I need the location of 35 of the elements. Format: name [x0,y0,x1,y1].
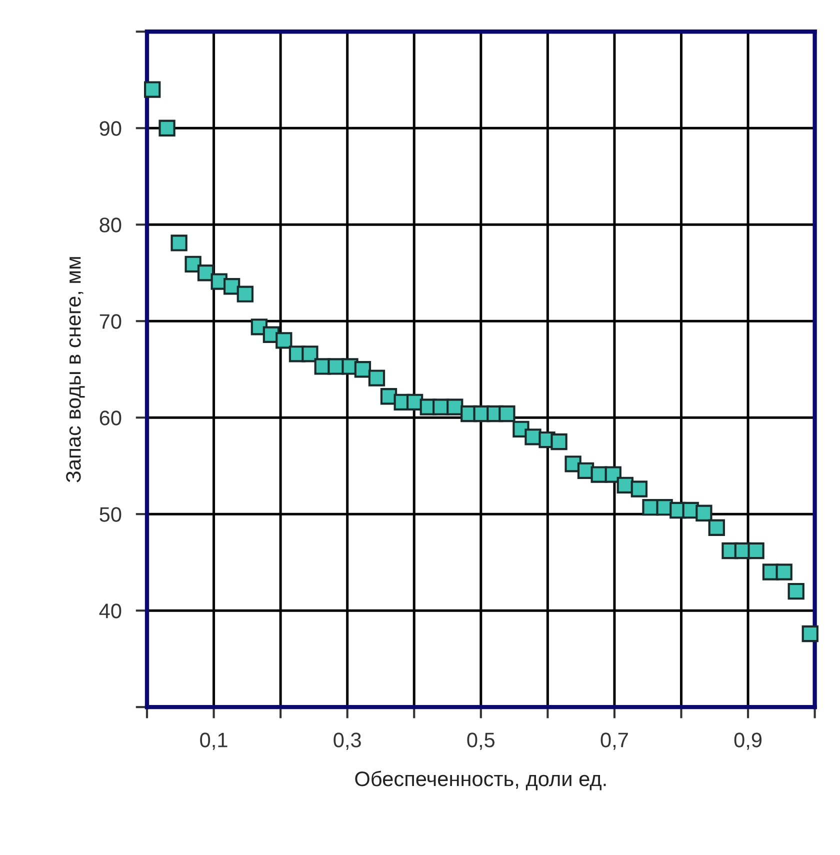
point [236,286,254,302]
point [368,370,386,386]
y-tick-label: 80 [100,218,122,232]
point [170,234,188,252]
x-tick-label: 0,1 [200,732,228,750]
point [630,480,648,498]
x-tick-label: 0,5 [467,732,495,750]
x-tick-label: 0,3 [334,732,361,750]
point [223,278,240,295]
point [776,564,792,580]
point [197,264,214,282]
point [708,519,725,536]
y-axis-title: Запас воды в снеге, мм [66,257,85,482]
point [302,346,318,362]
point [158,120,176,136]
x-tick-label: 0,9 [734,732,762,750]
y-tick-label: 90 [100,121,122,136]
x-tick-label: 0,7 [600,732,628,750]
y-tick-label: 50 [100,507,122,522]
x-axis-title: Обеспеченность, доли ед. [355,770,606,790]
point [354,361,372,378]
point [446,398,464,416]
point [498,405,516,422]
point [550,433,568,450]
point [604,466,622,483]
y-tick-label: 60 [100,410,122,426]
y-tick-label: 40 [99,604,122,618]
point [184,256,202,273]
point [276,332,292,349]
point [748,542,764,560]
y-tick-label: 70 [100,314,122,329]
point [802,625,818,642]
point [144,81,161,98]
point [696,504,712,522]
point [788,582,804,600]
